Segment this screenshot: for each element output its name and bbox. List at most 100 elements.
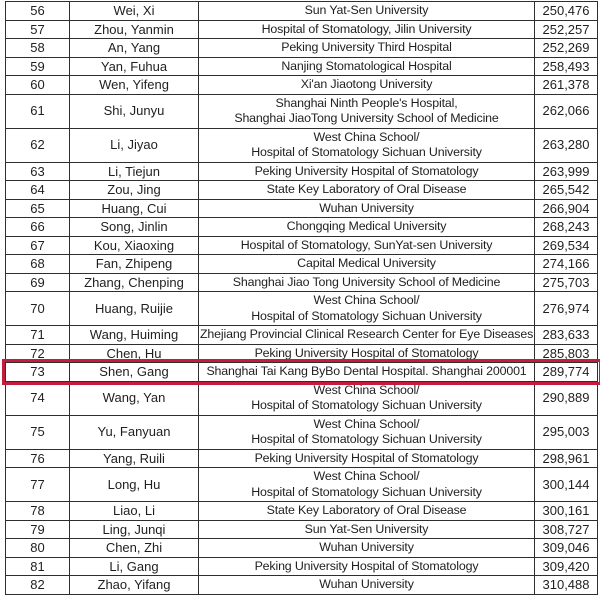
- table-row: 64 Zou, Jing State Key Laboratory of Oral …: [5, 180, 598, 200]
- name-cell: Kou, Xiaoxing: [69, 235, 199, 255]
- rank-cell: 59: [5, 56, 70, 76]
- rank-cell: 72: [5, 343, 70, 363]
- affiliation-cell: Zhejiang Provincial Clinical Research Ce…: [198, 325, 535, 345]
- highlighted-table-row: 73 Shen, Gang Shanghai Tai Kang ByBo Denta…: [1, 358, 600, 385]
- rank-cell: 68: [5, 254, 70, 274]
- affiliation-line: Peking University Hospital of Stomatolog…: [254, 450, 479, 465]
- table-row: 60 Wen, Yifeng Xi'an Jiaotong University 26…: [5, 75, 598, 95]
- value-cell: 295,003: [534, 414, 598, 450]
- affiliation-cell: Peking University Hospital of Stomatolog…: [198, 556, 535, 576]
- affiliation-line: State Key Laboratory of Oral Disease: [266, 182, 467, 196]
- affiliation-line: Peking University Third Hospital: [281, 40, 452, 54]
- name-cell: Fan, Zhipeng: [69, 254, 199, 274]
- affiliation-line: West China School/: [313, 382, 420, 397]
- table-row: 63 Li, Tiejun Peking University Hospital o…: [5, 161, 598, 181]
- affiliation-cell: Peking University Hospital of Stomatolog…: [198, 161, 535, 181]
- rank-cell: 82: [5, 575, 70, 595]
- affiliation-cell: Shanghai Ninth People's Hospital, Shangha…: [198, 93, 535, 129]
- affiliation-cell: Wuhan University: [198, 575, 535, 595]
- name-cell: Zhang, Chenping: [69, 272, 199, 292]
- value-cell: 308,727: [534, 519, 598, 539]
- name-cell: Chen, Hu: [69, 343, 199, 363]
- name-cell: Wei, Xi: [69, 1, 199, 21]
- value-cell: 310,488: [534, 575, 598, 595]
- affiliation-line: Hospital of Stomatology Sichuan Universi…: [251, 398, 482, 412]
- table-row: 75 Yu, Fanyuan West China School/Hospital …: [5, 414, 598, 450]
- table-row: 76 Yang, Ruili Peking University Hospital …: [5, 448, 598, 468]
- rank-cell: 64: [5, 180, 70, 200]
- affiliation-line: Nanjing Stomatological Hospital: [281, 58, 452, 73]
- name-cell: Yu, Fanyuan: [69, 414, 199, 450]
- table-row: 69 Zhang, Chenping Shanghai Jiao Tong Univ…: [5, 272, 598, 292]
- affiliation-line: Hospital of Stomatology Sichuan Universi…: [251, 432, 482, 446]
- table-row: 59 Yan, Fuhua Nanjing Stomatological Hospi…: [5, 56, 598, 76]
- value-cell: 252,257: [534, 19, 598, 39]
- table-row: 67 Kou, Xiaoxing Hospital of Stomatology, …: [5, 235, 598, 255]
- table-row: 82 Zhao, Yifang Wuhan University 310,488: [5, 575, 598, 595]
- affiliation-line: Peking University Hospital of Stomatolog…: [254, 345, 479, 360]
- affiliation-line: Hospital of Stomatology Sichuan Universi…: [251, 484, 482, 499]
- affiliation-cell: Peking University Hospital of Stomatolog…: [198, 343, 535, 363]
- affiliation-line: Shanghai Tai Kang ByBo Dental Hospital. …: [206, 364, 527, 378]
- affiliation-cell: West China School/Hospital of Stomatolog…: [198, 414, 535, 450]
- affiliation-cell: State Key Laboratory of Oral Disease: [198, 180, 535, 200]
- value-cell: 309,420: [534, 556, 598, 576]
- affiliation-cell: Wuhan University: [198, 538, 535, 558]
- affiliation-cell: West China School/Hospital of Stomatolog…: [198, 127, 535, 163]
- affiliation-cell: Peking University Third Hospital: [198, 38, 535, 58]
- rank-cell: 71: [5, 325, 70, 345]
- name-cell: Huang, Ruijie: [69, 291, 199, 326]
- affiliation-line: Sun Yat-Sen University: [304, 3, 429, 17]
- affiliation-line: Hospital of Stomatology Sichuan Universi…: [251, 308, 482, 323]
- table-row: 81 Li, Gang Peking University Hospital of …: [5, 556, 598, 576]
- table-row: 57 Zhou, Yanmin Hospital of Stomatology, J…: [5, 19, 598, 39]
- rank-cell: 56: [5, 1, 70, 21]
- rank-cell: 75: [5, 414, 70, 450]
- affiliation-line: Hospital of Stomatology, SunYat-sen Univ…: [240, 237, 493, 252]
- rank-cell: 73: [5, 362, 70, 382]
- affiliation-cell: Sun Yat-Sen University: [198, 1, 535, 21]
- rank-cell: 74: [5, 380, 70, 416]
- name-cell: Wang, Huiming: [69, 325, 199, 345]
- affiliation-cell: Capital Medical University: [198, 254, 535, 274]
- affiliation-line: Hospital of Stomatology Sichuan Universi…: [251, 145, 482, 159]
- rank-cell: 60: [5, 75, 70, 95]
- rank-cell: 65: [5, 198, 70, 218]
- value-cell: 275,703: [534, 272, 598, 292]
- affiliation-line: Zhejiang Provincial Clinical Research Ce…: [200, 327, 533, 341]
- value-cell: 283,633: [534, 325, 598, 345]
- affiliation-cell: Peking University Hospital of Stomatolog…: [198, 448, 535, 468]
- value-cell: 289,774: [534, 362, 598, 382]
- rank-cell: 70: [5, 291, 70, 326]
- affiliation-line: Wuhan University: [319, 540, 414, 554]
- affiliation-line: West China School/: [313, 416, 420, 431]
- affiliation-line: Shanghai Jiao Tong University School of …: [232, 274, 501, 289]
- value-cell: 276,974: [534, 291, 598, 326]
- affiliation-line: Chongqing Medical University: [286, 219, 447, 233]
- value-cell: 269,534: [534, 235, 598, 255]
- ranking-table: 56 Wei, Xi Sun Yat-Sen University 250,476 57…: [1, 1, 600, 595]
- value-cell: 265,542: [534, 180, 598, 200]
- value-cell: 266,904: [534, 198, 598, 218]
- name-cell: Li, Tiejun: [69, 161, 199, 181]
- table-row: 74 Wang, Yan West China School/Hospital of…: [5, 380, 598, 416]
- table-row: 68 Fan, Zhipeng Capital Medical University…: [5, 254, 598, 274]
- affiliation-cell: Hospital of Stomatology, Jilin Universit…: [198, 19, 535, 39]
- rank-cell: 77: [5, 467, 70, 502]
- affiliation-cell: Chongqing Medical University: [198, 217, 535, 237]
- name-cell: Zou, Jing: [69, 180, 199, 200]
- name-cell: Li, Jiyao: [69, 127, 199, 163]
- rank-cell: 57: [5, 19, 70, 39]
- value-cell: 263,280: [534, 127, 598, 163]
- value-cell: 261,378: [534, 75, 598, 95]
- affiliation-line: West China School/: [313, 293, 420, 307]
- value-cell: 263,999: [534, 161, 598, 181]
- name-cell: Shen, Gang: [69, 362, 199, 382]
- table-row: 65 Huang, Cui Wuhan University 266,904: [5, 198, 598, 218]
- name-cell: Long, Hu: [69, 467, 199, 502]
- value-cell: 300,144: [534, 467, 598, 502]
- name-cell: Huang, Cui: [69, 198, 199, 218]
- affiliation-cell: West China School/Hospital of Stomatolog…: [198, 291, 535, 326]
- value-cell: 298,961: [534, 448, 598, 468]
- rank-cell: 61: [5, 93, 70, 129]
